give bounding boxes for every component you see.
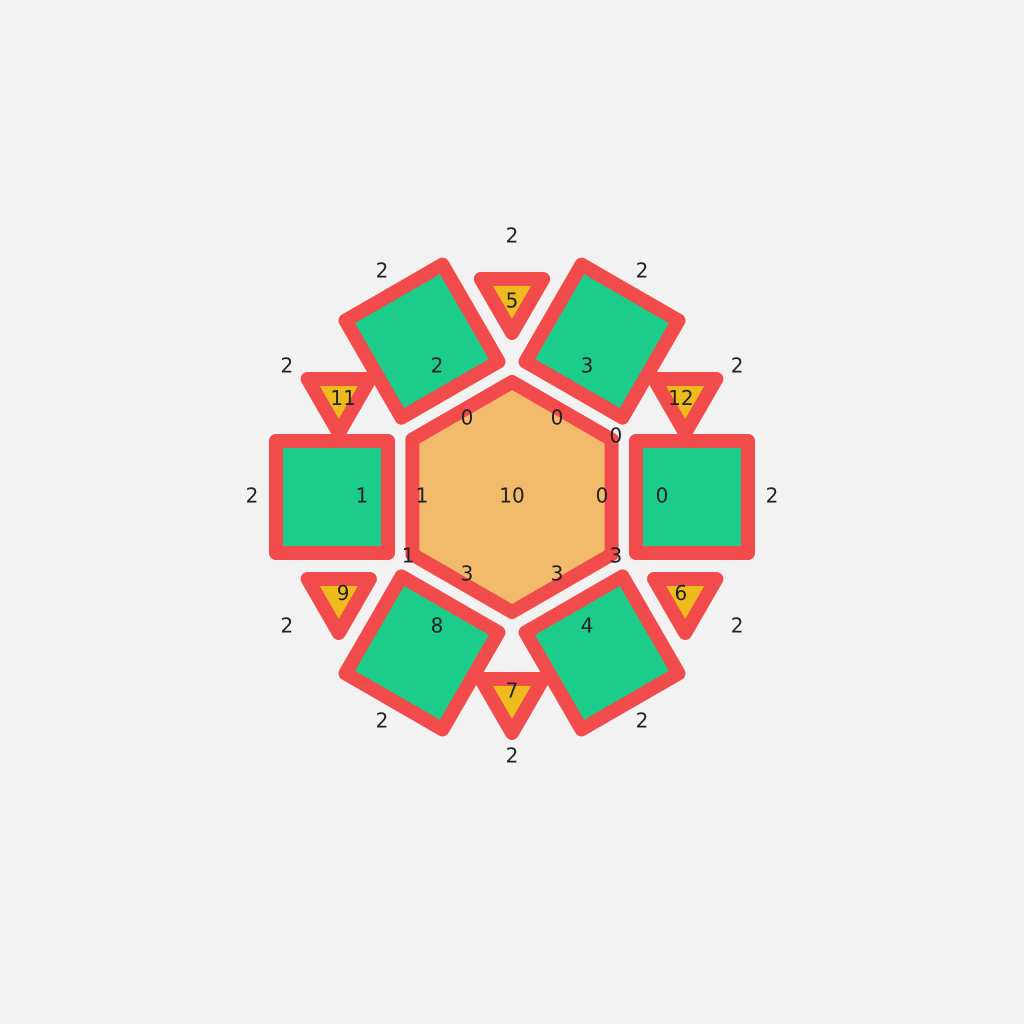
square-label-0: 0 (656, 484, 669, 508)
inner-label-sq-1: 1 (416, 484, 429, 508)
outer-label-tri-11: 2 (280, 354, 293, 378)
outer-label-tri-9: 2 (280, 614, 293, 638)
inner-label-sq-3: 0 (551, 406, 564, 430)
tiling-diagram: 1002032022012182342312205211292172623 (0, 0, 1024, 1024)
square-1 (276, 441, 388, 553)
outer-label-tri-5: 2 (506, 224, 519, 248)
square-0 (636, 441, 748, 553)
triangle-label-12: 12 (668, 386, 693, 410)
inner-label-sq-4: 3 (551, 561, 564, 585)
triangle-label-11: 11 (330, 386, 355, 410)
inner-label-sq-0: 0 (596, 484, 609, 508)
outer-label-sq-1: 2 (246, 484, 259, 508)
square-label-8: 8 (431, 613, 444, 637)
square-label-2: 2 (431, 354, 444, 378)
outer-label-sq-4: 2 (636, 709, 649, 733)
square-label-4: 4 (581, 613, 594, 637)
outer-label-tri-12: 2 (731, 354, 744, 378)
inner-label-sq-2: 0 (461, 406, 474, 430)
triangle-label-7: 7 (506, 679, 519, 703)
outer-label-sq-8: 2 (376, 709, 389, 733)
hexagon-label: 10 (499, 484, 524, 508)
outer-label-sq-0: 2 (766, 484, 779, 508)
outer-label-sq-3: 2 (636, 258, 649, 282)
triangle-label-6: 6 (675, 581, 688, 605)
triangle-label-9: 9 (337, 581, 350, 605)
outer-label-tri-6: 2 (731, 614, 744, 638)
square-label-1: 1 (356, 484, 369, 508)
inner-label-tri-12: 0 (610, 424, 623, 448)
inner-label-tri-6: 3 (610, 544, 623, 568)
outer-label-tri-7: 2 (506, 744, 519, 768)
inner-label-sq-8: 3 (461, 561, 474, 585)
outer-label-sq-2: 2 (376, 258, 389, 282)
triangle-label-5: 5 (506, 289, 519, 313)
inner-label-tri-9: 1 (402, 544, 415, 568)
square-label-3: 3 (581, 354, 594, 378)
